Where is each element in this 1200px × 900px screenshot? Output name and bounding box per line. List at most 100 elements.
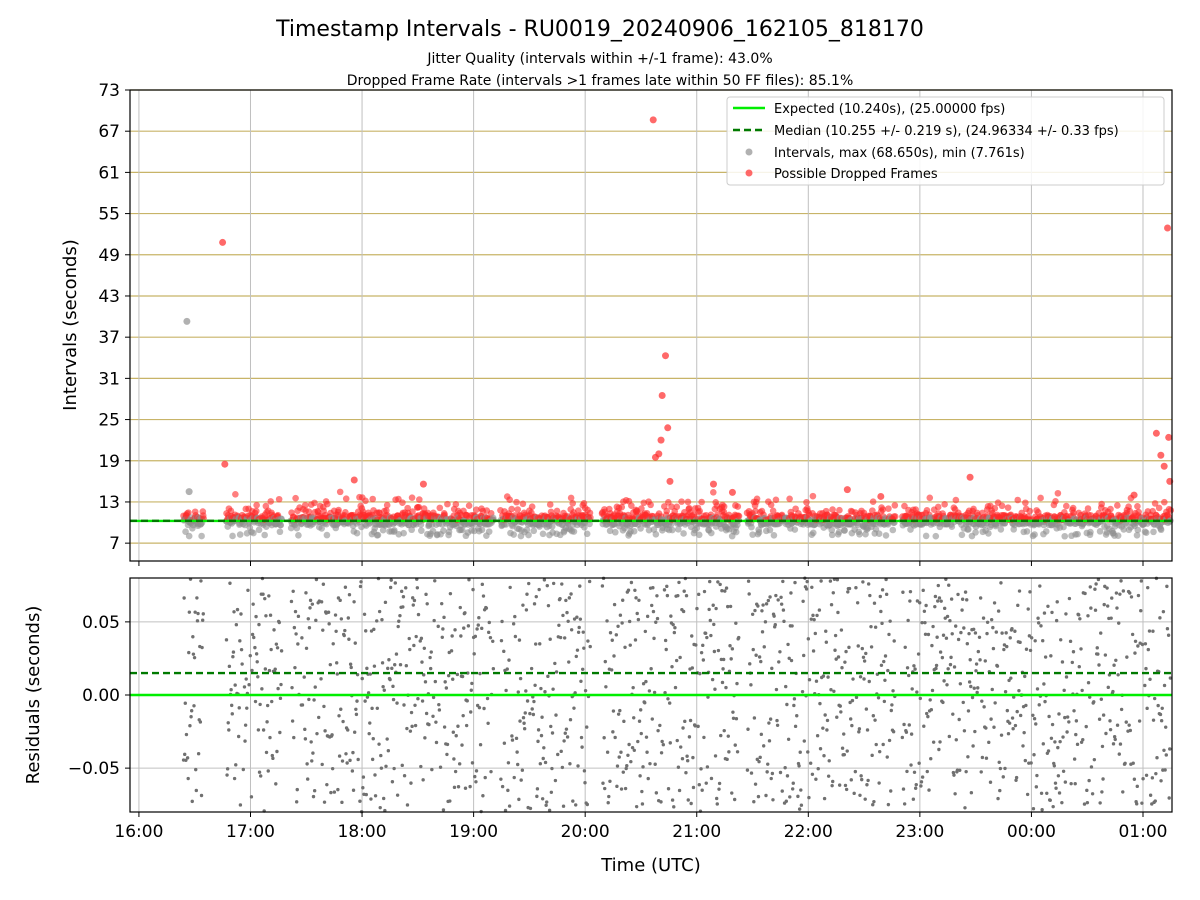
residual-point [379,766,384,770]
residual-point [909,763,913,767]
residual-point [547,808,552,812]
residual-point [365,666,369,671]
interval-point [458,526,466,534]
residual-point [1112,663,1116,667]
residual-point [314,618,318,623]
residual-point [421,778,425,782]
residual-point [521,603,525,607]
residual-point [546,603,551,608]
residual-point [884,577,888,582]
residual-point [237,706,241,710]
residual-point [329,790,333,795]
residual-point [554,670,559,674]
residual-point [347,593,352,597]
residual-point [1112,735,1117,739]
residual-point [1075,742,1080,747]
residual-point [1046,749,1051,753]
residual-point [770,666,774,671]
residual-point [999,733,1004,737]
residual-point [1085,788,1089,793]
residual-point [1064,675,1069,679]
x-tick-label: 01:00 [1118,822,1167,842]
x-tick-label: 16:00 [114,822,163,842]
residual-point [630,745,635,750]
dropped-frame-point [419,480,427,488]
residual-point [793,580,797,585]
residual-point [715,802,719,806]
residual-point [625,764,629,768]
residual-point [233,683,237,687]
residual-point [996,609,1001,613]
residual-point [372,627,376,632]
residual-point [232,610,236,614]
residual-point [703,631,708,635]
residual-point [1077,665,1081,669]
residual-point [431,695,436,700]
residual-point [1115,723,1120,727]
residual-point [361,786,365,790]
dropped-frame-point [877,492,885,500]
residual-point [1032,717,1037,721]
residual-point [576,630,581,634]
residual-point [941,700,945,705]
residual-point [1161,609,1166,614]
residual-point [782,619,786,624]
residual-point [879,609,883,614]
residual-point [866,582,871,586]
residual-point [825,718,830,723]
residual-point [1031,713,1035,717]
residual-point [654,620,658,624]
residual-point [1040,808,1044,812]
residual-point [452,785,457,790]
residual-point [1156,703,1160,708]
residual-point [246,588,250,592]
residual-point [372,664,377,668]
residual-point [948,618,952,623]
residual-point [1033,639,1037,643]
residual-point [411,603,415,607]
residual-point [1045,791,1049,796]
top-y-tick-label: 73 [98,81,120,101]
residual-point [622,719,626,724]
top-y-axis-label: Intervals (seconds) [60,239,81,411]
residual-point [835,578,840,582]
residual-point [551,687,555,691]
residual-point [825,728,829,732]
residual-point [384,764,388,768]
residual-point [1053,781,1058,785]
residual-point [445,742,450,747]
residual-point [396,624,400,629]
residual-point [1028,590,1032,594]
residual-point [997,760,1001,764]
residual-point [857,730,861,734]
residual-point [416,612,421,617]
residual-point [503,808,508,813]
residual-point [603,659,608,664]
residual-point [469,710,473,714]
interval-point [1060,523,1067,531]
residual-point [1000,631,1004,635]
dropped-frame-point [324,500,331,508]
residual-point [607,794,611,799]
residual-point [334,629,338,634]
residual-point [371,737,375,741]
residual-point [1026,607,1030,611]
interval-point [276,528,284,536]
residual-point [749,683,753,687]
residual-point [236,734,241,739]
residual-point [533,683,537,687]
residual-point [234,763,238,767]
dropped-frame-point [506,496,513,503]
legend-interval-label: Intervals, max (68.650s), min (7.761s) [774,146,1025,161]
interval-point [1150,528,1157,536]
interval-point [548,523,556,530]
residual-point [764,793,768,798]
residual-point [836,655,841,659]
dropped-frame-point [809,492,817,500]
residual-point [583,781,587,785]
residual-point [1128,591,1132,595]
residual-point [1084,724,1088,729]
residual-point [352,730,357,734]
residual-point [790,787,795,791]
